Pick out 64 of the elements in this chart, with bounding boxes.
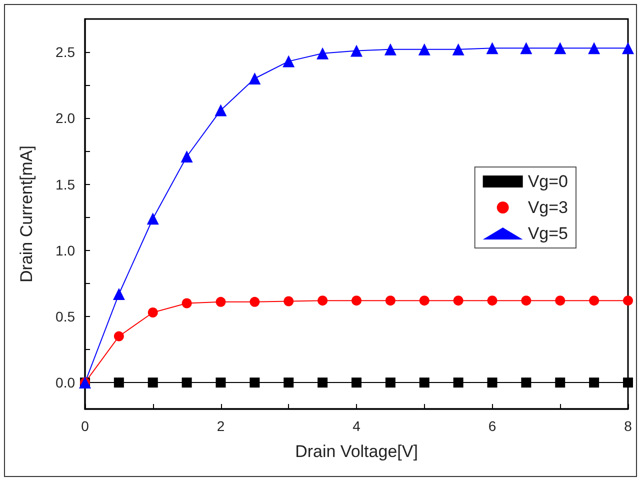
point <box>418 43 430 56</box>
point <box>248 72 261 84</box>
point <box>623 378 633 388</box>
point <box>384 43 396 56</box>
point <box>419 296 430 306</box>
point <box>250 378 260 388</box>
point <box>216 378 226 388</box>
x-axis-title: Drain Voltage[V] <box>295 442 418 461</box>
point <box>112 288 125 300</box>
point <box>521 296 532 306</box>
point <box>180 150 193 162</box>
y-axis-title: Drain Current[mA] <box>17 146 36 282</box>
point <box>453 296 464 306</box>
point <box>486 42 498 54</box>
point <box>487 296 498 306</box>
point <box>352 378 362 388</box>
point <box>554 42 566 54</box>
point <box>148 307 158 318</box>
y-tick-label: 0.5 <box>56 308 76 324</box>
point <box>114 378 124 388</box>
point <box>284 378 294 388</box>
point <box>588 42 600 54</box>
y-tick-label: 1.0 <box>56 242 76 258</box>
point <box>214 104 227 116</box>
point <box>114 331 124 342</box>
y-tick-label: 0.0 <box>56 374 76 391</box>
x-tick-label: 6 <box>488 418 496 434</box>
legend-label: Vg=3 <box>528 198 568 217</box>
x-tick-label: 8 <box>624 418 632 434</box>
point <box>452 43 464 56</box>
point <box>216 296 226 307</box>
point <box>521 378 532 388</box>
point <box>589 378 600 388</box>
point <box>487 378 498 388</box>
point <box>284 296 294 306</box>
point <box>350 44 362 57</box>
point <box>555 378 566 388</box>
point <box>385 378 396 388</box>
point <box>453 378 464 388</box>
point <box>589 296 600 306</box>
y-tick-label: 1.5 <box>56 176 76 192</box>
point <box>316 47 329 60</box>
point <box>623 296 633 306</box>
point <box>318 296 328 306</box>
point <box>385 296 396 306</box>
point <box>520 42 532 54</box>
point <box>419 378 430 388</box>
point <box>318 378 328 388</box>
y-tick-label: 2.0 <box>56 110 76 126</box>
point <box>182 298 192 308</box>
point <box>182 378 192 388</box>
point <box>148 378 158 388</box>
x-tick-label: 0 <box>81 418 90 434</box>
point <box>352 296 362 306</box>
point <box>555 296 566 306</box>
point <box>250 296 260 307</box>
legend-label: Vg=5 <box>528 224 568 243</box>
point <box>282 55 295 68</box>
legend-label: Vg=0 <box>528 172 568 191</box>
y-tick-label: 2.5 <box>56 44 76 60</box>
x-tick-label: 2 <box>216 418 225 434</box>
x-tick-label: 4 <box>352 418 361 434</box>
point <box>622 42 634 54</box>
point <box>146 212 159 225</box>
